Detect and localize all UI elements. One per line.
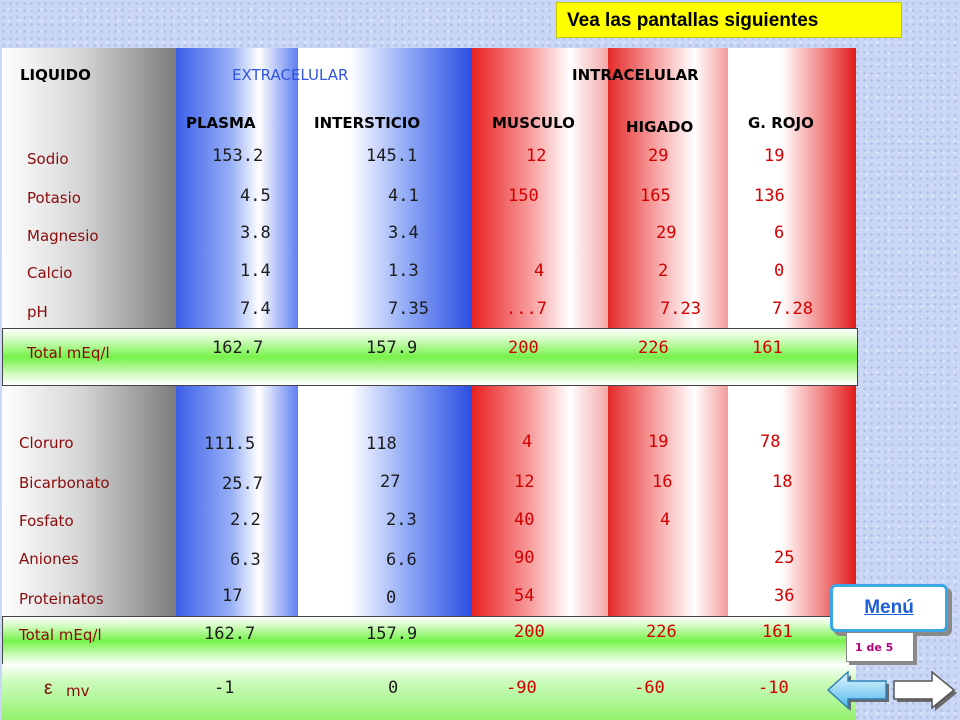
total1-higado: 226 <box>638 338 669 358</box>
value-g-rojo-aniones: 25 <box>774 548 795 568</box>
value-plasma-magnesio: 3.8 <box>240 223 271 243</box>
value-plasma-calcio: 1.4 <box>240 261 271 281</box>
total2-higado: 226 <box>646 622 677 642</box>
row-label-bicarbonato: Bicarbonato <box>19 474 110 492</box>
potential-unit: mv <box>66 682 90 700</box>
arrow-left-icon <box>826 670 889 711</box>
row-label-potasio: Potasio <box>27 189 81 207</box>
value-intersticio-cloruro: 118 <box>366 434 397 454</box>
row-label-sodio: Sodio <box>27 150 69 168</box>
epsilon-symbol: ε <box>44 678 53 699</box>
value-higado-ph: 7.23 <box>660 299 701 319</box>
value-musculo-aniones: 90 <box>514 548 535 568</box>
value-musculo-sodio: 12 <box>526 146 547 166</box>
header-intersticio: INTERSTICIO <box>314 114 421 132</box>
potential-band <box>2 664 856 720</box>
value-musculo-ph: ...7 <box>506 299 547 319</box>
total2-musculo: 200 <box>514 622 545 642</box>
total2-intersticio: 157.9 <box>366 624 418 644</box>
row-label-aniones: Aniones <box>19 550 79 568</box>
value-intersticio-magnesio: 3.4 <box>388 223 419 243</box>
potential-musculo: -90 <box>506 678 537 698</box>
row-label-ph: pH <box>27 303 48 321</box>
value-g-rojo-cloruro: 78 <box>760 432 781 452</box>
header-note: Vea las pantallas siguientes <box>556 2 902 38</box>
value-higado-potasio: 165 <box>640 186 671 206</box>
value-musculo-potasio: 150 <box>508 186 539 206</box>
potential-higado: -60 <box>634 678 665 698</box>
value-g-rojo-proteinatos: 36 <box>774 586 795 606</box>
header-g-rojo: G. ROJO <box>748 114 814 132</box>
value-intersticio-calcio: 1.3 <box>388 261 419 281</box>
value-plasma-ph: 7.4 <box>240 299 271 319</box>
total1-g-rojo: 161 <box>752 338 783 358</box>
header-liquido: LIQUIDO <box>20 66 91 84</box>
potential-g-rojo: -10 <box>758 678 789 698</box>
value-plasma-proteinatos: 17 <box>222 586 243 606</box>
value-higado-fosfato: 4 <box>660 510 671 530</box>
value-intersticio-ph: 7.35 <box>388 299 429 319</box>
row-label-cloruro: Cloruro <box>19 434 74 452</box>
value-higado-cloruro: 19 <box>648 432 669 452</box>
total2-g-rojo: 161 <box>762 622 793 642</box>
potential-plasma: -1 <box>214 678 235 698</box>
total1-intersticio: 157.9 <box>366 338 418 358</box>
arrow-right-icon <box>893 670 957 711</box>
value-musculo-fosfato: 40 <box>514 510 535 530</box>
value-intersticio-proteinatos: 0 <box>386 588 397 608</box>
total2-label: Total mEq/l <box>19 626 102 644</box>
value-g-rojo-ph: 7.28 <box>772 299 813 319</box>
header-extracelular: EXTRACELULAR <box>232 66 349 84</box>
total1-label: Total mEq/l <box>27 344 110 362</box>
header-intracelular: INTRACELULAR <box>572 66 699 84</box>
value-g-rojo-magnesio: 6 <box>774 223 785 243</box>
previous-slide-button[interactable] <box>824 668 890 712</box>
value-g-rojo-potasio: 136 <box>754 186 785 206</box>
value-g-rojo-sodio: 19 <box>764 146 785 166</box>
header-musculo: MUSCULO <box>492 114 575 132</box>
value-intersticio-bicarbonato: 27 <box>380 472 401 492</box>
value-musculo-proteinatos: 54 <box>514 586 535 606</box>
value-plasma-bicarbonato: 25.7 <box>222 474 263 494</box>
menu-button[interactable]: Menú <box>830 584 948 632</box>
value-intersticio-aniones: 6.6 <box>386 550 417 570</box>
value-plasma-sodio: 153.2 <box>212 146 264 166</box>
total1-musculo: 200 <box>508 338 539 358</box>
value-plasma-cloruro: 111.5 <box>204 434 256 454</box>
value-higado-bicarbonato: 16 <box>652 472 673 492</box>
value-plasma-fosfato: 2.2 <box>230 510 261 530</box>
value-musculo-calcio: 4 <box>534 261 545 281</box>
total-band-cations <box>2 328 858 386</box>
next-slide-button[interactable] <box>892 668 958 712</box>
total1-plasma: 162.7 <box>212 338 264 358</box>
total2-plasma: 162.7 <box>204 624 256 644</box>
value-intersticio-sodio: 145.1 <box>366 146 418 166</box>
page-indicator: 1 de 5 <box>846 632 914 662</box>
value-g-rojo-bicarbonato: 18 <box>772 472 793 492</box>
value-intersticio-potasio: 4.1 <box>388 186 419 206</box>
header-higado: HIGADO <box>626 118 694 136</box>
value-higado-sodio: 29 <box>648 146 669 166</box>
value-musculo-bicarbonato: 12 <box>514 472 535 492</box>
value-g-rojo-calcio: 0 <box>774 261 785 281</box>
row-label-magnesio: Magnesio <box>27 227 99 245</box>
row-label-fosfato: Fosfato <box>19 512 74 530</box>
value-plasma-aniones: 6.3 <box>230 550 261 570</box>
value-musculo-cloruro: 4 <box>522 432 533 452</box>
value-higado-calcio: 2 <box>658 261 669 281</box>
row-label-calcio: Calcio <box>27 264 73 282</box>
value-higado-magnesio: 29 <box>656 223 677 243</box>
total-band-anions <box>2 616 858 665</box>
value-intersticio-fosfato: 2.3 <box>386 510 417 530</box>
value-plasma-potasio: 4.5 <box>240 186 271 206</box>
potential-intersticio: 0 <box>388 678 399 698</box>
row-label-proteinatos: Proteinatos <box>19 590 104 608</box>
header-plasma: PLASMA <box>186 114 256 132</box>
